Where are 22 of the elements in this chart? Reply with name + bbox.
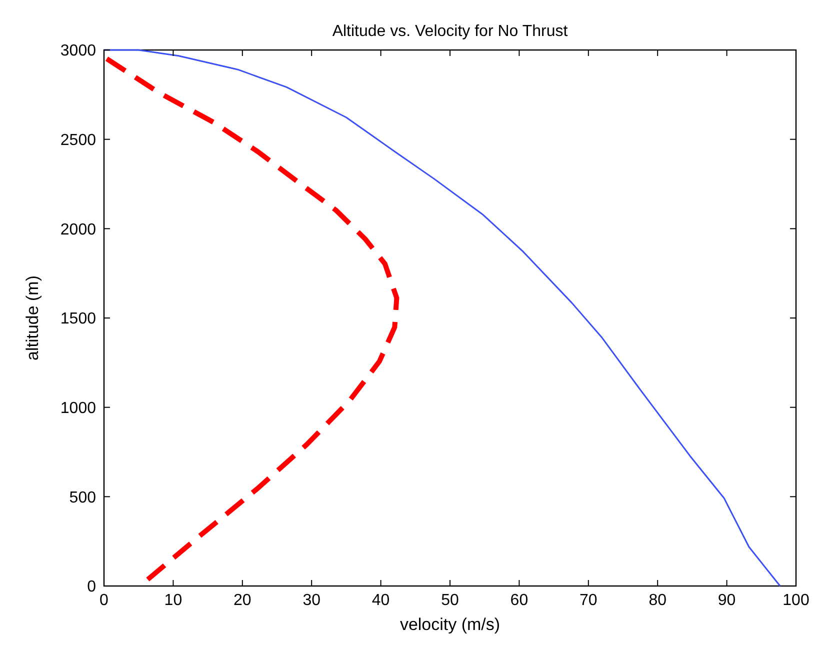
y-tick-label: 2000 <box>60 221 96 238</box>
x-tick-label: 90 <box>718 592 736 609</box>
x-tick-label: 50 <box>441 592 459 609</box>
y-tick-label: 0 <box>87 578 96 596</box>
y-tick-label: 3000 <box>60 42 96 60</box>
chart-title: Altitude vs. Velocity for No Thrust <box>332 23 568 40</box>
x-tick-label: 60 <box>510 592 528 609</box>
x-tick-label: 0 <box>100 592 109 609</box>
x-tick-label: 20 <box>234 592 252 609</box>
line-series <box>103 49 781 587</box>
y-tick-label: 500 <box>69 489 96 506</box>
x-tick-label: 40 <box>372 592 390 609</box>
y-axis-title: altitude (m) <box>23 275 42 361</box>
x-tick-label: 30 <box>302 592 321 609</box>
x-tick-label: 70 <box>580 592 598 609</box>
y-tick-label: 1000 <box>60 400 96 417</box>
x-tick-label: 80 <box>648 592 667 609</box>
y-tick-label: 2500 <box>60 132 96 149</box>
y-tick-label: 1500 <box>60 310 96 328</box>
x-axis-title: velocity (m/s) <box>400 615 500 634</box>
x-tick-label: 100 <box>782 592 810 609</box>
x-tick-label: 10 <box>164 592 182 609</box>
